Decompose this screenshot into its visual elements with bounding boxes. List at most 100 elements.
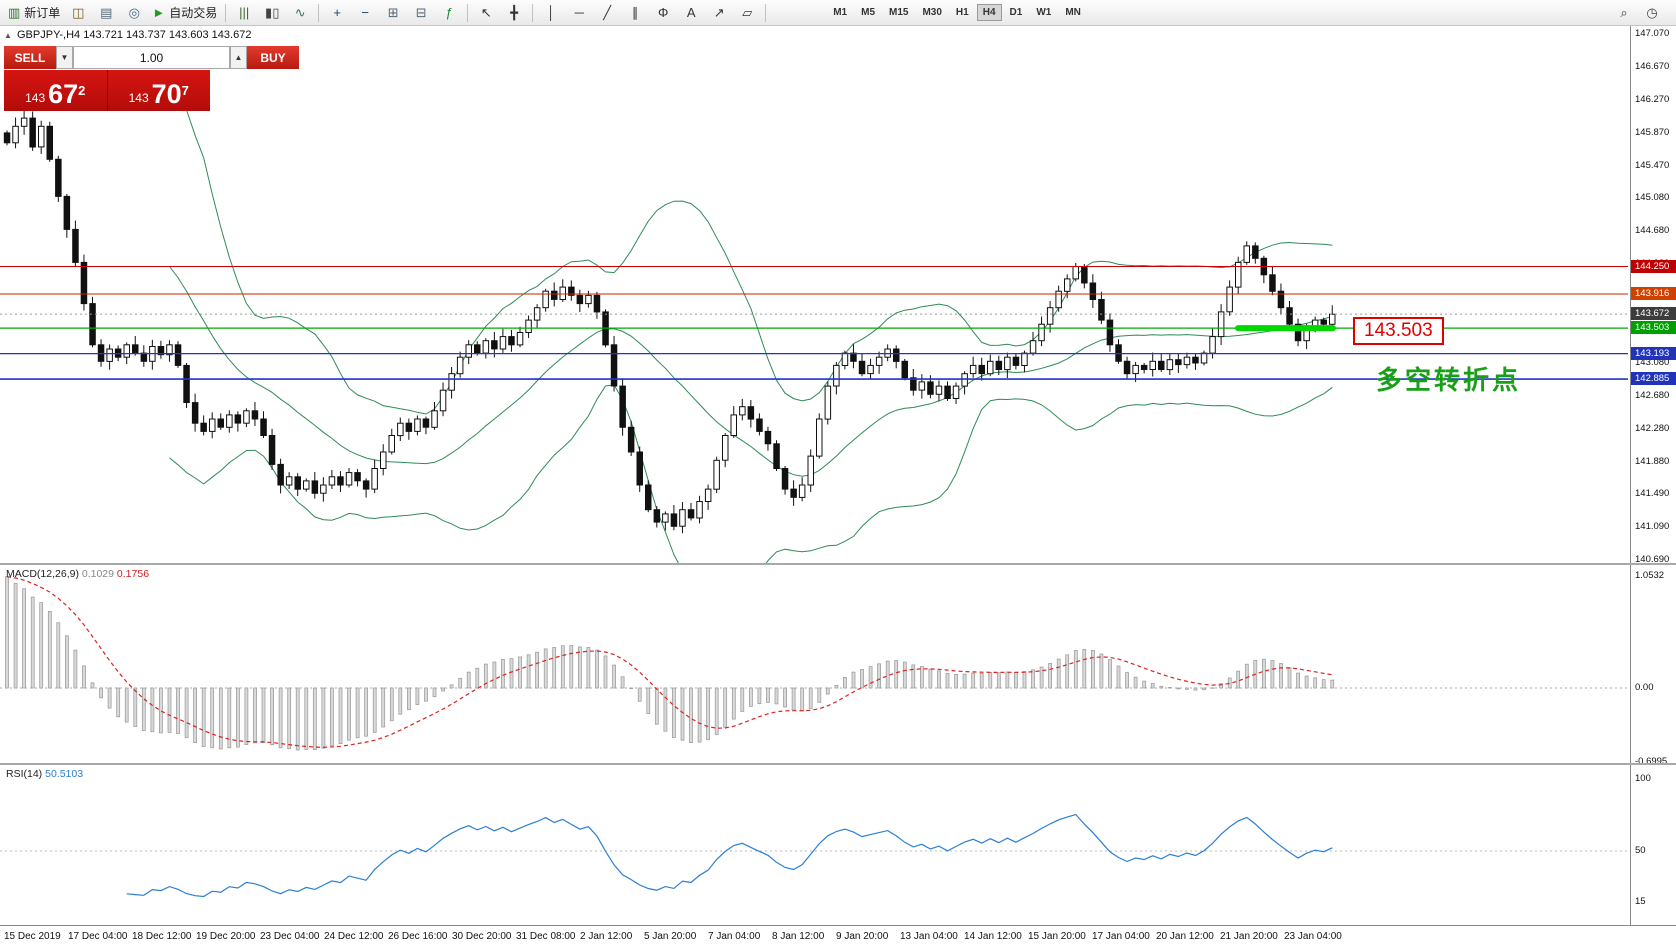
crosshair-icon[interactable]: ╋ (500, 2, 528, 24)
autotrading-button[interactable]: ► 自动交易 (148, 2, 221, 24)
price-tick: 142.280 (1635, 422, 1670, 434)
auto-arrange-icon[interactable]: ⊟ (407, 2, 435, 24)
price-tag-143.503: 143.503 (1631, 321, 1676, 335)
volume-decrease-icon[interactable]: ▼ (56, 46, 73, 69)
trade-panel-collapse-icon[interactable]: ▲ (4, 31, 12, 40)
zoom-out-icon: − (361, 5, 369, 20)
price-tick: 141.490 (1635, 488, 1670, 500)
time-label: 31 Dec 08:00 (516, 931, 576, 942)
price-tick: 146.670 (1635, 60, 1670, 72)
sell-button[interactable]: SELL (4, 46, 56, 69)
autotrading-button-icon: ► (152, 5, 166, 20)
timeframe-m5[interactable]: M5 (861, 7, 876, 18)
price-callout-label[interactable]: 143.503 (1353, 317, 1444, 345)
panel-separator[interactable] (0, 763, 1676, 765)
horizontal-line-icon: ─ (574, 5, 584, 20)
timeframe-w1[interactable]: W1 (1036, 7, 1052, 18)
new-order-button-label: 新订单 (24, 6, 61, 20)
time-label: 20 Jan 12:00 (1156, 931, 1214, 942)
quick-nav-icon: ◷ (1646, 4, 1658, 20)
panel-separator[interactable] (0, 563, 1676, 565)
zoom-out-icon[interactable]: − (351, 2, 379, 24)
time-label: 26 Dec 16:00 (388, 931, 448, 942)
new-order-button[interactable]: ▥ 新订单 (4, 2, 64, 24)
timeframe-h4[interactable]: H4 (976, 4, 1002, 21)
time-label: 21 Jan 20:00 (1220, 931, 1278, 942)
search-icon[interactable]: ⌕ (1610, 2, 1638, 24)
chart-window-icon: ◫ (72, 4, 85, 20)
price-tick: 143.080 (1635, 356, 1670, 368)
vertical-line-icon[interactable]: │ (537, 2, 565, 24)
line-chart-icon: ∿ (294, 4, 306, 20)
price-tag-142.885: 142.885 (1631, 372, 1676, 386)
price-axis[interactable]: 147.070 146.670 146.270 145.870 145.470 145.0… (1630, 26, 1676, 925)
buy-button[interactable]: BUY (247, 46, 299, 69)
line-chart-icon[interactable]: ∿ (286, 2, 314, 24)
time-label: 2 Jan 12:00 (580, 931, 633, 942)
cursor-icon[interactable]: ↖ (472, 2, 500, 24)
toolbar: ▥ 新订单 ◫ ▤ ◎ ► 自动交易 ||| ▮▯ ∿ + − ⊞ ⊟ ƒ ↖ ╋ │ ─ ╱ ∥ Φ A ↗ ▱ M1 M5 M15… (0, 0, 1676, 26)
candlestick-icon[interactable]: ▮▯ (258, 2, 286, 24)
candlestick-icon: ▮▯ (265, 4, 280, 20)
trendline-icon[interactable]: ╱ (593, 2, 621, 24)
time-label: 17 Dec 04:00 (68, 931, 128, 942)
search-icon: ⌕ (1620, 4, 1628, 20)
macd-value-main: 0.1029 (81, 568, 114, 580)
time-label: 23 Jan 04:00 (1284, 931, 1342, 942)
timeframe-group: M1 M5 M15 M30 H1 H4 D1 W1 MN (826, 4, 1088, 21)
sell-price-display[interactable]: 143 67 2 (4, 70, 107, 111)
rsi-axis-tick: 100 (1635, 772, 1651, 784)
price-tick: 140.690 (1635, 554, 1670, 566)
zoom-in-icon[interactable]: + (323, 2, 351, 24)
timeframe-mn[interactable]: MN (1065, 7, 1081, 18)
market-watch-icon[interactable]: ◎ (120, 2, 148, 24)
price-tag-144.250: 144.250 (1631, 259, 1676, 273)
arrows-icon[interactable]: ↗ (705, 2, 733, 24)
bar-chart-icon[interactable]: ||| (230, 2, 258, 24)
timeframe-m15[interactable]: M15 (889, 7, 909, 18)
time-label: 5 Jan 20:00 (644, 931, 697, 942)
price-tick: 145.470 (1635, 159, 1670, 171)
toolbar-separator (765, 3, 767, 22)
tile-windows-icon[interactable]: ⊞ (379, 2, 407, 24)
channel-icon[interactable]: ∥ (621, 2, 649, 24)
time-label: 23 Dec 04:00 (260, 931, 320, 942)
profiles-icon: ▤ (100, 4, 113, 20)
time-label: 19 Dec 20:00 (196, 931, 256, 942)
timeframe-h1[interactable]: H1 (955, 7, 969, 18)
price-tick: 144.680 (1635, 225, 1670, 237)
timeframe-d1[interactable]: D1 (1009, 7, 1023, 18)
macd-value-signal: 0.1756 (116, 568, 150, 580)
sell-price-big: 67 (48, 79, 79, 109)
chart-annotation-text[interactable]: 多空转折点 (1376, 365, 1522, 395)
volume-increase-icon[interactable]: ▲ (230, 46, 247, 69)
rsi-value: 50.5103 (45, 768, 84, 780)
rsi-indicator-label: RSI(14) 50.5103 (6, 768, 83, 780)
shapes-icon: ▱ (742, 4, 753, 20)
chart-window-icon[interactable]: ◫ (64, 2, 92, 24)
text-icon: A (686, 5, 696, 20)
timeframe-m1[interactable]: M1 (833, 7, 848, 18)
time-label: 14 Jan 12:00 (964, 931, 1022, 942)
text-icon[interactable]: A (677, 2, 705, 24)
indicators-icon[interactable]: ƒ (435, 2, 463, 24)
time-label: 17 Jan 04:00 (1092, 931, 1150, 942)
profiles-icon[interactable]: ▤ (92, 2, 120, 24)
quick-nav-icon[interactable]: ◷ (1638, 2, 1666, 24)
buy-price-prefix: 143 (128, 91, 149, 105)
volume-input[interactable] (73, 46, 230, 69)
fibonacci-icon[interactable]: Φ (649, 2, 677, 24)
time-axis[interactable]: 15 Dec 2019 17 Dec 04:00 18 Dec 12:00 19 De… (0, 925, 1676, 947)
buy-price-big: 70 (151, 79, 182, 109)
shapes-icon[interactable]: ▱ (733, 2, 761, 24)
horizontal-line-icon[interactable]: ─ (565, 2, 593, 24)
toolbar-separator (532, 3, 534, 22)
time-label: 24 Dec 12:00 (324, 931, 384, 942)
buy-price-display[interactable]: 143 70 7 (107, 70, 210, 111)
timeframe-m30[interactable]: M30 (922, 7, 942, 18)
macd-indicator-label: MACD(12,26,9) 0.1029 0.1756 (6, 568, 149, 580)
sell-price-prefix: 143 (25, 91, 46, 105)
macd-axis-tick: -0.6995 (1635, 756, 1668, 768)
